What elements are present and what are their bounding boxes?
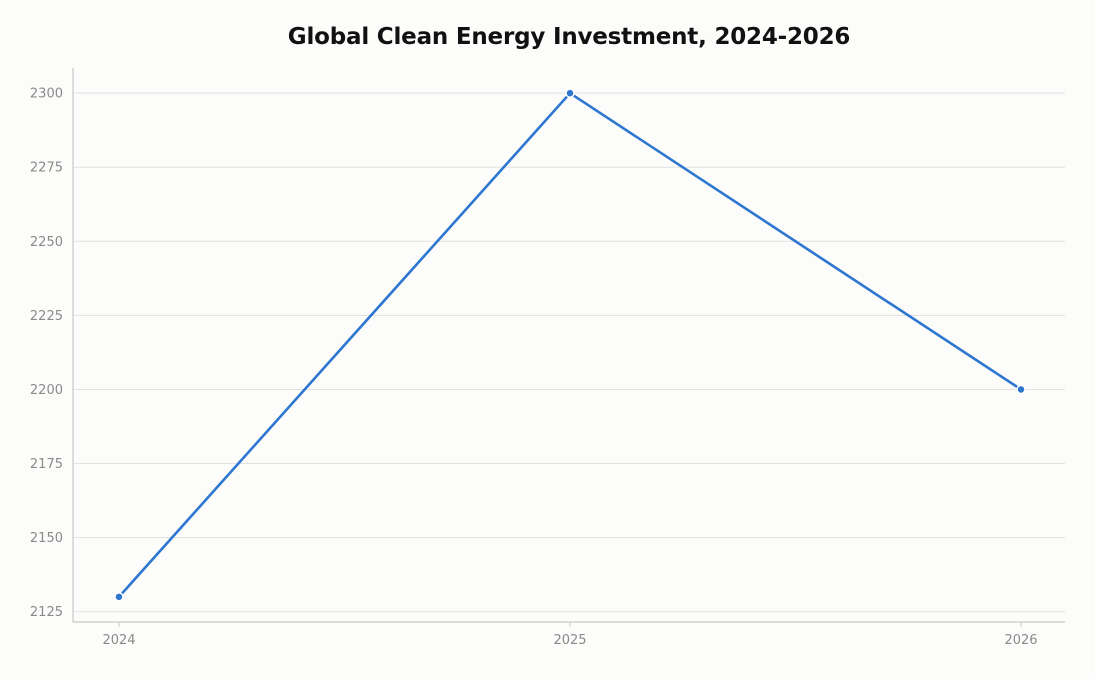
series [114,88,1026,602]
y-tick-labels: 2125 2150 2175 2200 2225 2250 2275 2300 [30,87,63,620]
axes [72,68,1065,627]
x-tick-label: 2025 [553,633,586,648]
y-tick-label: 2275 [30,161,63,176]
y-tick-label: 2300 [30,87,63,102]
chart-title: Global Clean Energy Investment, 2024-202… [287,24,851,50]
y-tick-label: 2250 [30,235,63,250]
y-tick-label: 2150 [30,531,63,546]
data-point[interactable] [114,592,124,602]
x-tick-label: 2026 [1004,633,1037,648]
y-tick-label: 2175 [30,457,63,472]
y-tick-label: 2225 [30,309,63,324]
x-tick-label: 2024 [102,633,135,648]
data-point[interactable] [1016,384,1026,395]
data-point[interactable] [565,88,575,98]
gridlines [73,92,1065,613]
x-tick-labels: 2024 2025 2026 [102,633,1037,648]
series-line [117,91,1023,599]
y-tick-label: 2200 [30,383,63,398]
y-tick-label: 2125 [30,605,63,620]
